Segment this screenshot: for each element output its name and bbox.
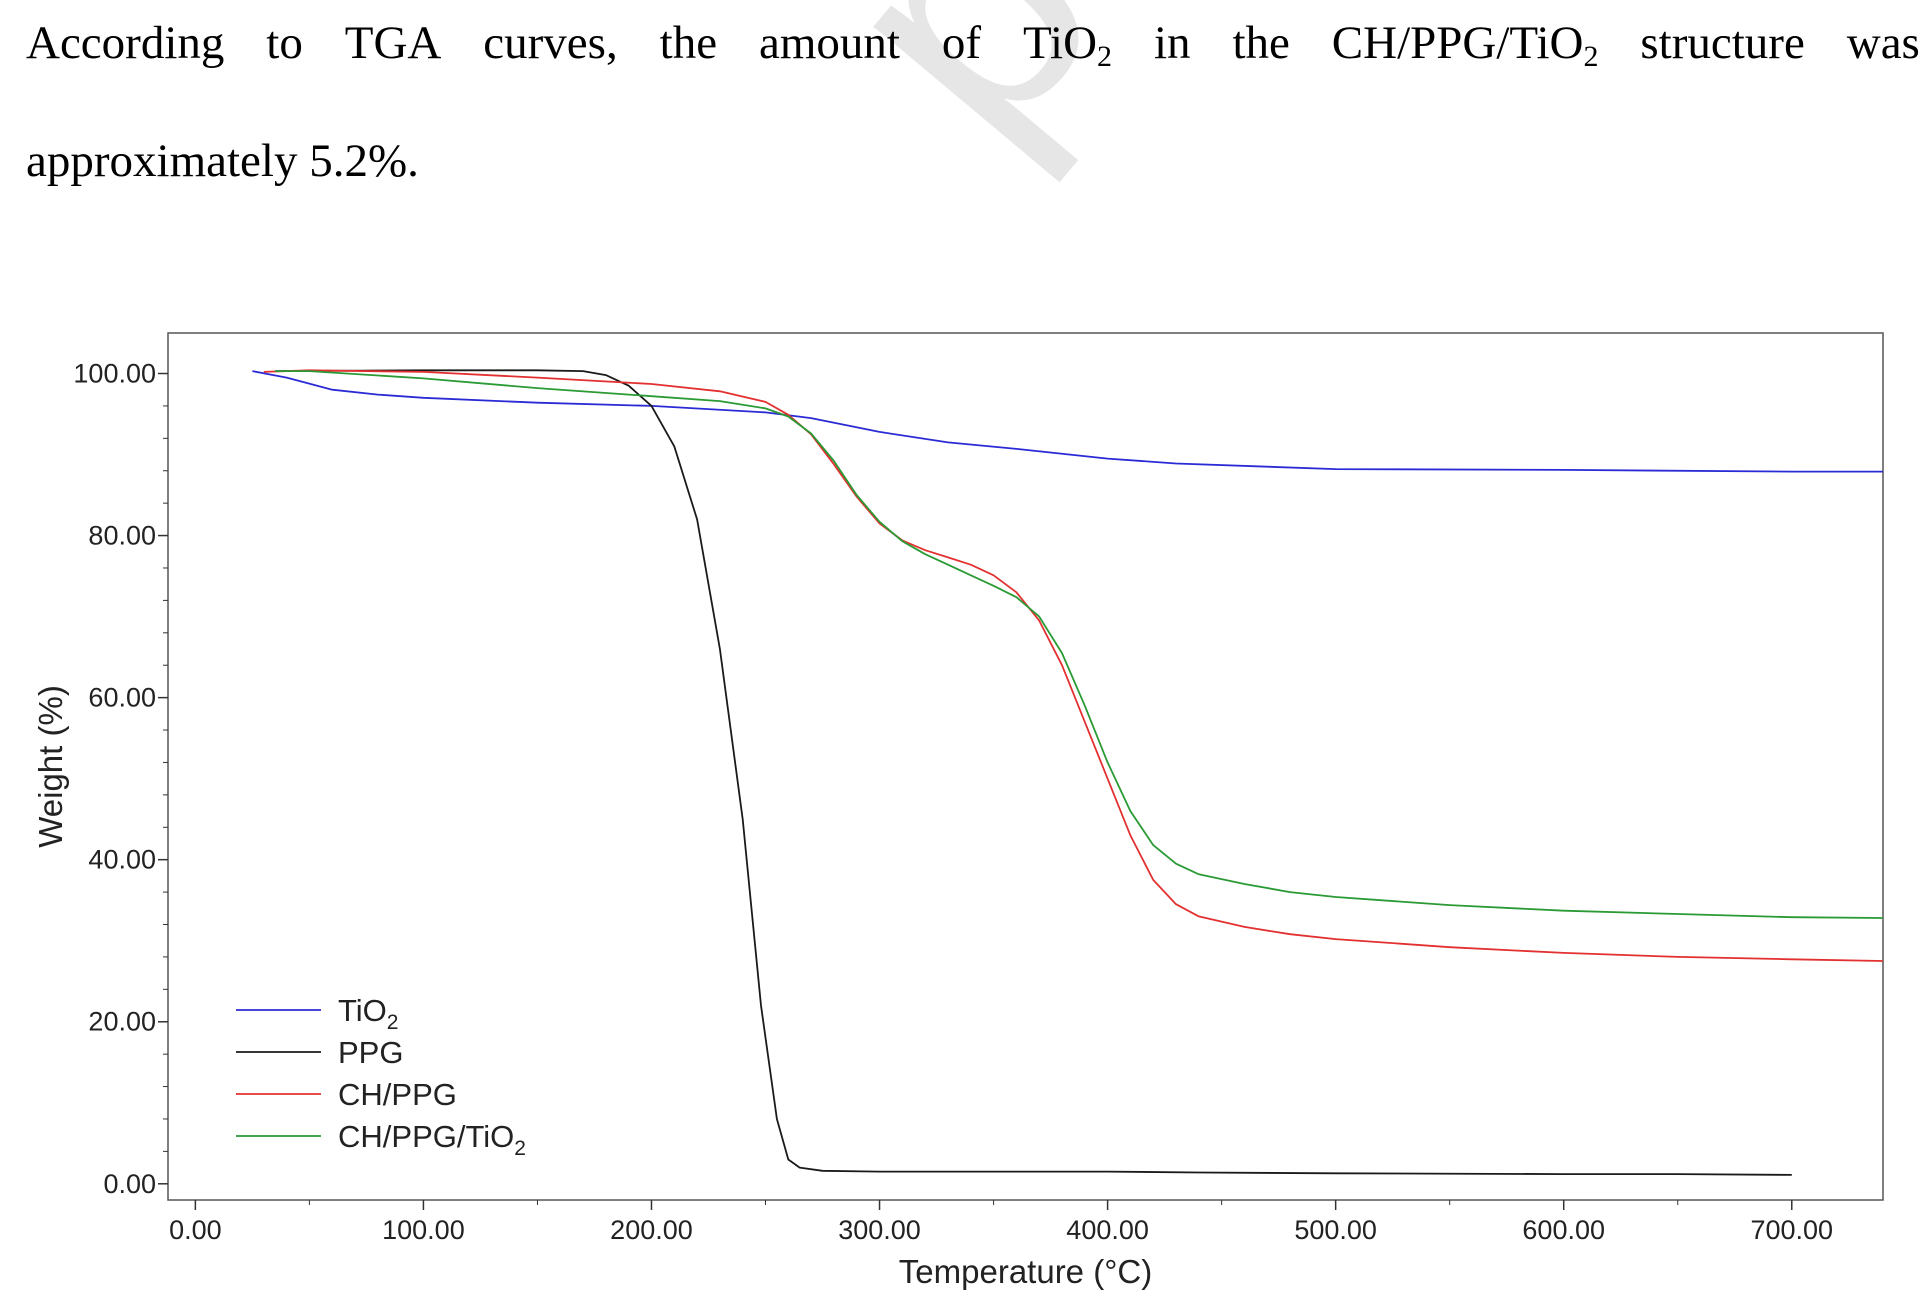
x-tick-label: 0.00	[169, 1215, 222, 1245]
legend-label-base: PPG	[338, 1035, 403, 1070]
tio2-word: TiO2	[1023, 14, 1112, 86]
paragraph-line-1: According to TGA curves, the amount of T…	[26, 14, 1920, 86]
x-tick-label: 200.00	[610, 1215, 693, 1245]
series-line	[252, 370, 1883, 473]
series-line	[275, 370, 1884, 919]
word: was	[1846, 17, 1920, 69]
legend-label-base: CH/PPG	[338, 1077, 457, 1112]
x-tick-label: 400.00	[1066, 1215, 1149, 1245]
word: TGA	[344, 17, 442, 69]
series-line	[275, 369, 1792, 1176]
structure-subscript: 2	[1583, 40, 1599, 73]
y-tick-label: 100.00	[73, 359, 156, 389]
word: amount	[758, 17, 900, 69]
word: the	[1232, 17, 1290, 69]
legend-label: PPG	[338, 1035, 403, 1070]
word: in	[1153, 17, 1191, 69]
y-tick-label: 80.00	[88, 521, 156, 551]
y-tick-label: 0.00	[103, 1169, 156, 1199]
legend-label-base: TiO	[338, 993, 387, 1028]
legend-label-base: CH/PPG/TiO	[338, 1119, 514, 1154]
series-line	[263, 369, 1884, 962]
word: structure	[1640, 17, 1805, 69]
legend-label: TiO2	[338, 993, 398, 1034]
y-tick-label: 60.00	[88, 683, 156, 713]
structure-word: CH/PPG/TiO2	[1332, 14, 1599, 86]
word: the	[659, 17, 718, 69]
paragraph-line-2: approximately 5.2%.	[26, 135, 419, 187]
x-tick-label: 100.00	[382, 1215, 465, 1245]
x-tick-label: 700.00	[1750, 1215, 1833, 1245]
word: According	[26, 17, 225, 69]
tio2-base: TiO	[1022, 17, 1098, 69]
legend-label: CH/PPG	[338, 1077, 457, 1112]
plot-frame	[167, 332, 1884, 1201]
x-tick-label: 500.00	[1294, 1215, 1377, 1245]
legend-label-subscript: 2	[514, 1137, 526, 1160]
word: curves,	[483, 17, 618, 69]
word: to	[266, 17, 303, 69]
x-axis-label: Temperature (°C)	[899, 1253, 1152, 1290]
x-tick-label: 300.00	[838, 1215, 921, 1245]
y-axis-label: Weight (%)	[32, 685, 69, 848]
x-tick-label: 600.00	[1522, 1215, 1605, 1245]
y-tick-label: 40.00	[88, 845, 156, 875]
y-tick-label: 20.00	[88, 1007, 156, 1037]
word: of	[941, 17, 982, 69]
legend-label: CH/PPG/TiO2	[338, 1119, 526, 1160]
legend-label-subscript: 2	[387, 1011, 399, 1034]
structure-base: CH/PPG/TiO	[1331, 17, 1584, 69]
tio2-subscript: 2	[1097, 40, 1113, 73]
